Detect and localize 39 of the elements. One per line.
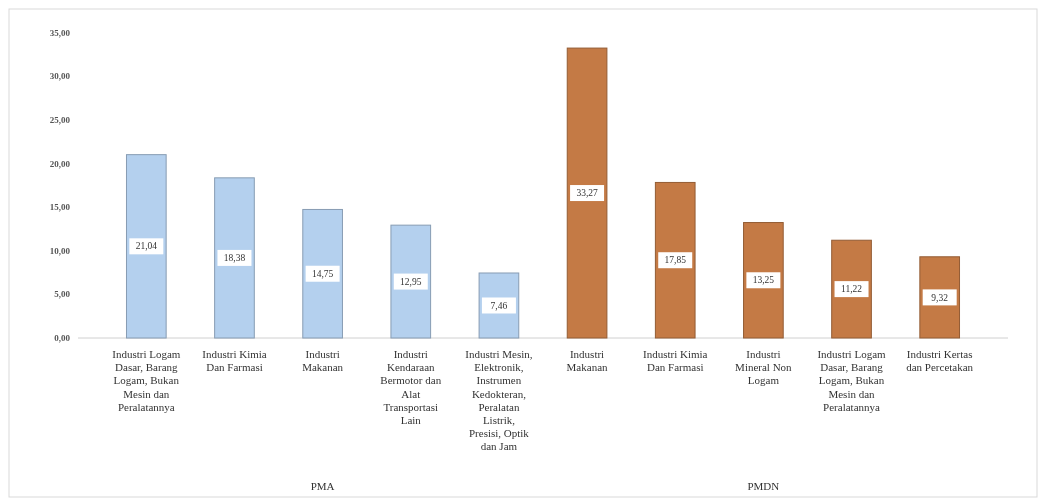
bar	[743, 222, 784, 339]
text: PMDN	[747, 480, 780, 492]
x-tick-label: Industri Makanan	[302, 348, 344, 374]
text: PMA	[310, 480, 335, 492]
x-tick-label: Industri Mesin, Elektronik, Instrumen Kedokteran, Peralatan Listrik, Presisi, Optik dan Jam	[465, 348, 533, 453]
bar	[831, 239, 872, 339]
x-tick-label: Industri Mineral Non Logam	[735, 348, 793, 387]
bar	[302, 208, 343, 339]
bar	[919, 256, 961, 339]
x-tick-label: Industri Kertas dan Percetakan	[906, 348, 974, 374]
bar	[390, 224, 432, 339]
x-tick-label: Industri Kendaraan Bermotor dan Alat Transportasi Lain	[380, 348, 442, 426]
data-label: 13,25	[752, 275, 775, 286]
bar	[125, 154, 167, 339]
data-label: 9,32	[931, 292, 949, 303]
data-label: 18,38	[223, 253, 246, 264]
x-tick-label: Industri Makanan	[566, 348, 609, 374]
x-tick-label: Industri Logam Dasar, Barang Logam, Bukan Mesin dan Peralatannya	[112, 348, 181, 413]
x-tick-label: Industri Logam Dasar, Barang Logam, Bukan Mesin dan Peralatannya	[817, 348, 887, 413]
data-label: 14,75	[311, 268, 334, 279]
y-tick-label: 25,00	[49, 115, 71, 126]
y-tick-label: 20,00	[49, 158, 71, 169]
y-tick-label: 30,00	[49, 71, 71, 82]
bar	[566, 47, 608, 339]
bar	[654, 181, 696, 339]
y-tick-label: 35,00	[49, 27, 71, 38]
data-label: 17,85	[664, 255, 687, 266]
y-tick-label: 15,00	[49, 202, 71, 213]
y-tick-label: 5,00	[54, 289, 71, 300]
data-label: 33,27	[576, 188, 599, 199]
y-tick-label: 0,00	[54, 332, 71, 343]
y-tick-label: 10,00	[49, 245, 71, 256]
x-tick-label: Industri Kimia Dan Farmasi	[202, 348, 267, 374]
data-label: 11,22	[841, 284, 863, 295]
data-label: 21,04	[135, 241, 158, 252]
data-label: 12,95	[400, 276, 422, 287]
bar	[214, 177, 255, 339]
x-tick-label: Industri Kimia Dan Farmasi	[642, 348, 708, 374]
data-label: 7,46	[490, 300, 508, 311]
